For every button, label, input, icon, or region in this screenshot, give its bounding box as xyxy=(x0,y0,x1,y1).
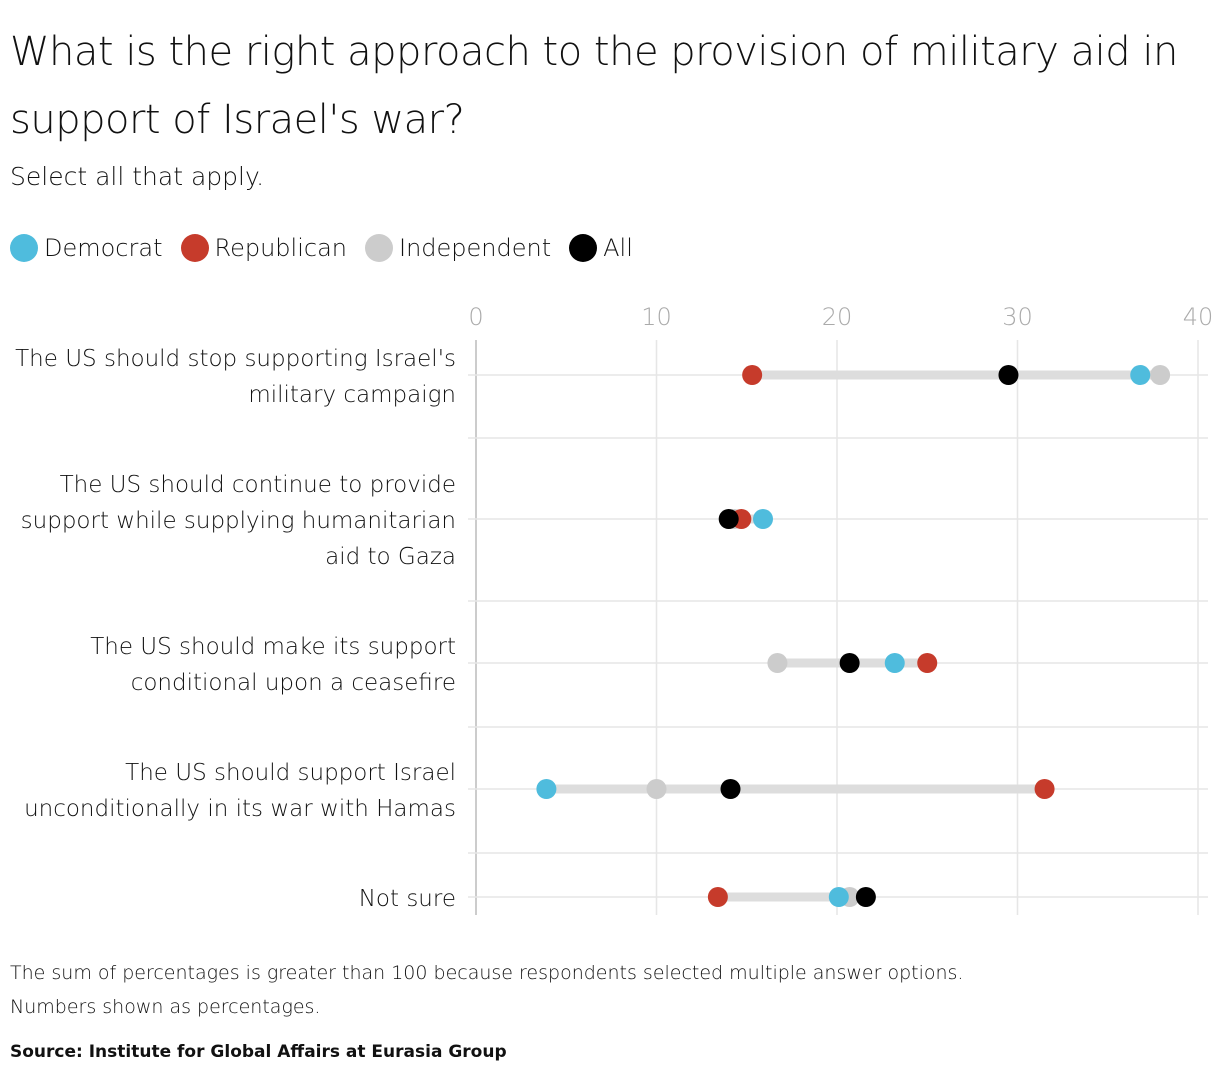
x-tick-label: 40 xyxy=(1183,303,1214,331)
chart-area: 0 10 20 30 40 The US should stop supporting I… xyxy=(0,290,1220,934)
dot-democrat xyxy=(536,779,557,799)
legend-swatch xyxy=(365,234,393,262)
x-tick-label: 30 xyxy=(1002,303,1033,331)
legend-label: Independent xyxy=(399,234,552,262)
dot-all xyxy=(998,365,1019,385)
dot-democrat xyxy=(752,509,773,529)
legend-label: All xyxy=(603,234,633,262)
legend-swatch xyxy=(180,234,209,262)
dot-democrat xyxy=(884,653,905,673)
chart-subtitle: Select all that apply. xyxy=(10,162,265,191)
x-tick-label: 10 xyxy=(641,303,672,331)
dot-independent xyxy=(1150,365,1171,385)
dot-republican xyxy=(1034,779,1055,799)
dot-all xyxy=(718,509,739,529)
source: Source: Institute for Global Affairs at … xyxy=(10,1042,507,1062)
legend-label: Republican xyxy=(214,234,348,262)
category-label: The US should continue to provide support… xyxy=(21,472,456,570)
category-label: Not sure xyxy=(359,886,456,912)
legend-label: Democrat xyxy=(44,234,163,262)
legend-item-democrat: Democrat xyxy=(10,234,163,262)
dot-republican xyxy=(742,365,763,385)
footnote: Numbers shown as percentages. xyxy=(10,996,321,1018)
x-tick-label: 20 xyxy=(822,303,853,331)
legend-item-all: All xyxy=(569,234,633,262)
legend-item-independent: Independent xyxy=(365,234,551,262)
dot-democrat xyxy=(828,887,849,907)
footnote: The sum of percentages is greater than 1… xyxy=(10,962,964,984)
chart-title: What is the right approach to the provis… xyxy=(10,29,1178,143)
legend-item-republican: Republican xyxy=(180,234,348,262)
dot-all xyxy=(855,887,876,907)
legend-swatch xyxy=(569,234,598,262)
category-label: The US should support Israel unconditiona… xyxy=(24,760,456,822)
chart-svg: 0 10 20 30 40 The US should stop supporting I… xyxy=(15,303,1214,915)
dot-independent xyxy=(767,653,788,673)
category-label: The US should stop supporting Israel's mi… xyxy=(15,346,456,408)
legend: Democrat Republican Independent All xyxy=(10,234,633,262)
dot-republican xyxy=(917,653,938,673)
dot-all xyxy=(720,779,741,799)
dot-democrat xyxy=(1130,365,1151,385)
dot-all xyxy=(839,653,860,673)
category-label: The US should make its support conditiona… xyxy=(90,634,456,696)
dot-republican xyxy=(707,887,728,907)
legend-swatch xyxy=(10,234,38,262)
dot-independent xyxy=(646,779,667,799)
x-tick-label: 0 xyxy=(468,303,483,331)
